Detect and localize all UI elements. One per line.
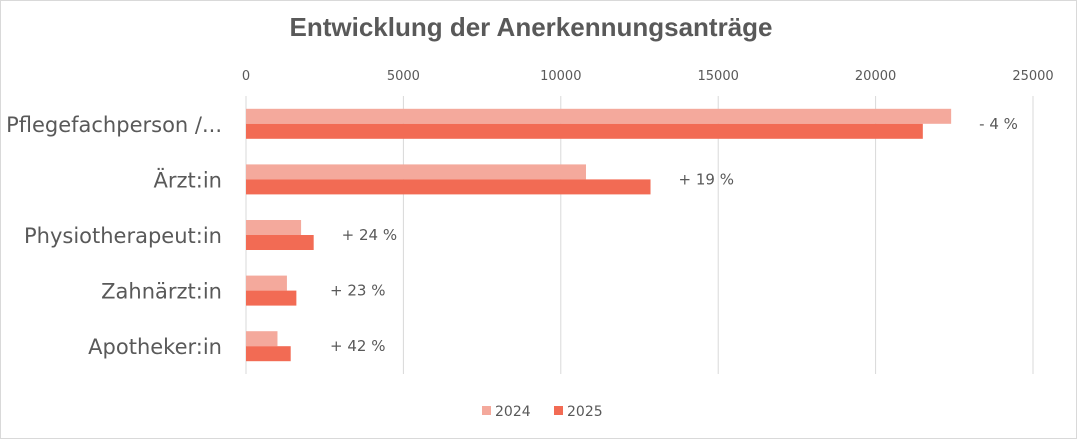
bar-2025: [246, 290, 297, 306]
x-tick-label: 25000: [1012, 69, 1053, 84]
bar-2024: [246, 164, 586, 180]
category-label: Zahnärzt:in: [101, 280, 222, 304]
category-labels: Pflegefachperson /... Ärzt:in Physiotherap…: [6, 113, 222, 359]
chart-title: Entwicklung der Anerkennungsanträge: [289, 12, 772, 42]
legend-swatch: [482, 406, 491, 415]
data-labels: - 4 % + 19 % + 24 % + 23 % + 42 %: [330, 115, 1018, 355]
category-label: Physiotherapeut:in: [24, 224, 222, 248]
x-tick-label: 10000: [540, 69, 581, 84]
bars: [246, 108, 952, 362]
x-axis-ticks: 0 5000 10000 15000 20000 25000: [242, 69, 1054, 84]
category-label: Apotheker:in: [88, 335, 222, 359]
bar-2024: [246, 331, 278, 347]
legend-swatch: [554, 406, 563, 415]
change-label: + 19 %: [679, 170, 734, 188]
change-label: + 42 %: [330, 337, 385, 355]
bar-2024: [246, 108, 952, 124]
x-tick-label: 5000: [387, 69, 420, 84]
change-label: - 4 %: [979, 115, 1018, 133]
category-label: Ärzt:in: [154, 167, 222, 192]
bar-2025: [246, 346, 291, 362]
legend-label: 2024: [495, 404, 531, 420]
bar-2025: [246, 179, 651, 195]
bar-2024: [246, 220, 302, 235]
legend: 2024 2025: [482, 404, 603, 420]
x-tick-label: 15000: [698, 69, 739, 84]
category-label: Pflegefachperson /...: [6, 113, 222, 137]
x-tick-label: 20000: [855, 69, 896, 84]
x-tick-label: 0: [242, 69, 250, 84]
grid-lines: [245, 96, 1034, 374]
bar-2025: [246, 235, 314, 250]
change-label: + 23 %: [330, 282, 385, 300]
legend-label: 2025: [567, 404, 603, 420]
change-label: + 24 %: [342, 226, 397, 244]
bar-2025: [246, 123, 923, 139]
bar-2024: [246, 275, 287, 291]
